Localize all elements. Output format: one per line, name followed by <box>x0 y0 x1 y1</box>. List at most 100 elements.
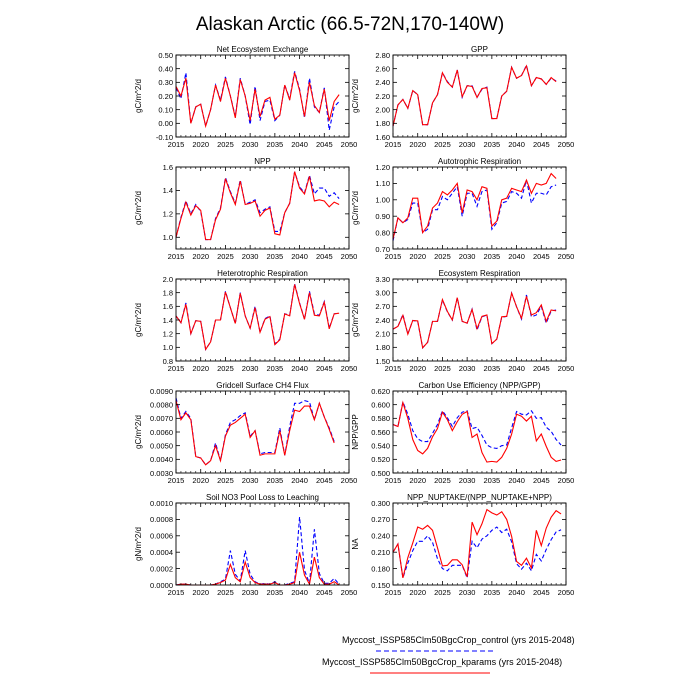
panel-title: Autotrophic Respiration <box>438 157 521 166</box>
y-tick-label: 0.300 <box>371 499 390 508</box>
series-line-kparams <box>392 400 562 463</box>
x-tick-label: 2020 <box>409 252 426 261</box>
x-tick-label: 2020 <box>192 252 209 261</box>
y-axis-label: gN/m^2/d <box>134 527 143 561</box>
x-tick-label: 2020 <box>192 588 209 597</box>
y-tick-label: 0.0008 <box>150 515 173 524</box>
y-tick-label: 0.600 <box>371 400 390 409</box>
x-tick-label: 2050 <box>341 588 358 597</box>
x-tick-label: 2015 <box>385 140 402 149</box>
series-line-control <box>392 179 557 241</box>
x-tick-label: 2045 <box>533 588 550 597</box>
x-tick-label: 2050 <box>341 252 358 261</box>
plot-frame <box>392 166 567 250</box>
x-tick-label: 2035 <box>484 364 501 373</box>
x-tick-label: 2025 <box>217 588 234 597</box>
x-tick-label: 2045 <box>316 588 333 597</box>
y-tick-label: 0.0040 <box>150 455 173 464</box>
figure-title: Alaskan Arctic (66.5-72N,170-140W) <box>196 14 504 35</box>
panel-title: NPP_NUPTAKE/(NPP_NUPTAKE+NPP) <box>407 493 552 502</box>
y-tick-label: 0.240 <box>371 532 390 541</box>
y-tick-label: 1.4 <box>163 316 173 325</box>
x-tick-label: 2050 <box>558 588 575 597</box>
y-tick-label: 0.70 <box>375 245 390 254</box>
y-tick-label: 0.00 <box>158 119 173 128</box>
y-tick-label: 1.00 <box>375 196 390 205</box>
x-tick-label: 2025 <box>434 364 451 373</box>
y-tick-label: 1.60 <box>375 133 390 142</box>
y-tick-label: 1.2 <box>163 210 173 219</box>
series-line-control <box>392 526 562 581</box>
x-tick-label: 2035 <box>267 588 284 597</box>
x-tick-label: 2015 <box>385 476 402 485</box>
x-tick-label: 2045 <box>533 252 550 261</box>
series-line-kparams <box>175 400 335 466</box>
y-axis-label: gC/m^2/d <box>351 191 360 225</box>
y-tick-label: 0.210 <box>371 548 390 557</box>
panel-grid: Net Ecosystem Exchange gC/m^2/d 2015 2020 20… <box>134 45 574 597</box>
y-tick-label: 0.0004 <box>150 548 173 557</box>
series-line-kparams <box>175 72 340 129</box>
series-line-control <box>175 283 340 351</box>
plot-frame <box>175 278 350 362</box>
y-tick-label: 0.0080 <box>150 400 173 409</box>
plot-frame <box>392 502 567 586</box>
x-tick-label: 2025 <box>217 476 234 485</box>
x-tick-label: 2050 <box>341 476 358 485</box>
y-tick-label: 0.0070 <box>150 414 173 423</box>
y-tick-label: 2.20 <box>375 92 390 101</box>
y-tick-label: 2.60 <box>375 64 390 73</box>
x-tick-label: 2040 <box>508 588 525 597</box>
x-tick-label: 2020 <box>192 364 209 373</box>
x-tick-label: 2040 <box>291 588 308 597</box>
x-tick-label: 2020 <box>192 476 209 485</box>
series-line-kparams <box>175 552 340 586</box>
x-tick-label: 2045 <box>533 140 550 149</box>
y-tick-label: 0.180 <box>371 564 390 573</box>
y-tick-label: 0.580 <box>371 414 390 423</box>
x-tick-label: 2015 <box>385 364 402 373</box>
x-tick-label: 2025 <box>434 476 451 485</box>
series-line-kparams <box>175 171 340 241</box>
panel-4: Autotrophic Respiration gC/m^2/d 2015 2020 2… <box>351 157 574 261</box>
x-tick-label: 2015 <box>168 588 185 597</box>
plot-frame <box>175 390 350 474</box>
x-tick-label: 2020 <box>409 476 426 485</box>
series-line-control <box>175 171 340 241</box>
y-tick-label: 0.40 <box>158 64 173 73</box>
y-tick-label: 0.30 <box>158 78 173 87</box>
y-tick-label: 0.0006 <box>150 532 173 541</box>
panel-title: Gridcell Surface CH4 Flux <box>216 381 308 390</box>
y-tick-label: 1.6 <box>163 302 173 311</box>
x-tick-label: 2040 <box>508 252 525 261</box>
series-line-kparams <box>392 172 557 240</box>
x-tick-label: 2035 <box>267 252 284 261</box>
x-tick-label: 2015 <box>168 476 185 485</box>
x-tick-label: 2035 <box>267 476 284 485</box>
x-tick-label: 2030 <box>242 364 259 373</box>
y-tick-label: 0.500 <box>371 469 390 478</box>
panel-title: Net Ecosystem Exchange <box>217 45 309 54</box>
series-line-kparams <box>175 284 340 351</box>
y-tick-label: 0.560 <box>371 428 390 437</box>
panel-title: GPP <box>471 45 488 54</box>
y-tick-label: 2.40 <box>375 316 390 325</box>
x-tick-label: 2030 <box>242 476 259 485</box>
y-tick-label: 0.10 <box>158 105 173 114</box>
y-tick-label: 2.00 <box>375 105 390 114</box>
x-tick-label: 2050 <box>558 140 575 149</box>
x-tick-label: 2025 <box>434 140 451 149</box>
y-tick-label: 1.4 <box>163 186 173 195</box>
y-tick-label: 0.520 <box>371 455 390 464</box>
panel-title: Carbon Use Efficiency (NPP/GPP) <box>418 381 540 390</box>
y-tick-label: 1.80 <box>375 343 390 352</box>
x-tick-label: 2040 <box>291 364 308 373</box>
x-tick-label: 2030 <box>459 476 476 485</box>
x-tick-label: 2025 <box>434 588 451 597</box>
y-tick-label: 0.0090 <box>150 387 173 396</box>
y-tick-label: 0.90 <box>375 212 390 221</box>
y-axis-label: gC/m^2/d <box>134 191 143 225</box>
x-tick-label: 2050 <box>341 140 358 149</box>
panel-title: Ecosystem Respiration <box>439 269 521 278</box>
x-tick-label: 2035 <box>484 252 501 261</box>
